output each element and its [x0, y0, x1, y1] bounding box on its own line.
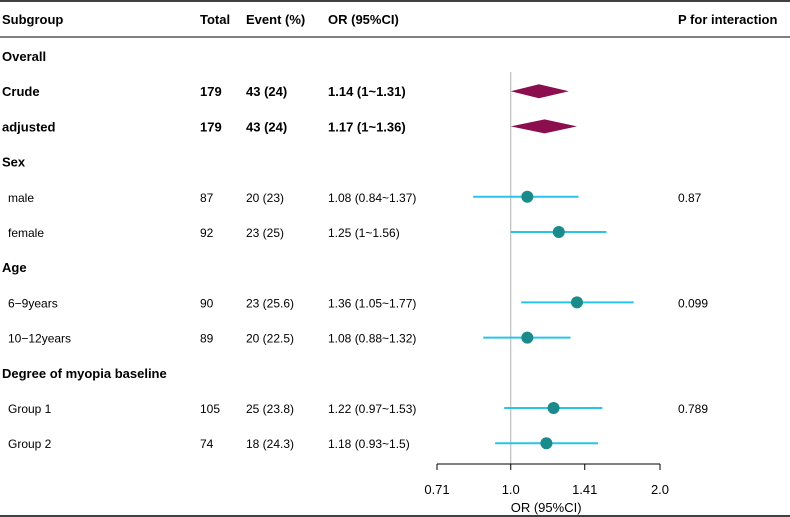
x-tick-label: 2.0 [651, 482, 669, 497]
x-tick-label: 0.71 [424, 482, 449, 497]
row-label: Crude [2, 84, 40, 99]
point-estimate [547, 402, 560, 414]
row-or-ci: 1.36 (1.05~1.77) [328, 296, 416, 310]
row-label: Group 2 [8, 437, 52, 451]
row-event: 20 (23) [246, 191, 284, 205]
row-or-ci: 1.08 (0.88~1.32) [328, 332, 416, 346]
group-header: Age [2, 260, 27, 275]
row-label: female [8, 226, 44, 240]
row-event: 23 (25) [246, 226, 284, 240]
x-axis-title: OR (95%CI) [511, 500, 582, 515]
row-total: 87 [200, 191, 214, 205]
row-total: 92 [200, 226, 214, 240]
col-header-p: P for interaction [678, 12, 778, 27]
col-header-event: Event (%) [246, 12, 305, 27]
row-event: 20 (22.5) [246, 332, 294, 346]
point-estimate [552, 226, 565, 238]
group-header: Overall [2, 49, 46, 64]
row-event: 23 (25.6) [246, 296, 294, 310]
row-label: 6−9years [8, 296, 58, 310]
row-event: 43 (24) [246, 119, 287, 134]
row-or-ci: 1.22 (0.97~1.53) [328, 402, 416, 416]
row-p-interaction: 0.87 [678, 191, 702, 205]
summary-diamond [510, 84, 569, 99]
plot-marks [473, 72, 634, 464]
row-p-interaction: 0.789 [678, 402, 708, 416]
row-total: 74 [200, 437, 214, 451]
col-header-or: OR (95%CI) [328, 12, 399, 27]
row-label: male [8, 191, 34, 205]
x-tick-label: 1.0 [502, 482, 520, 497]
row-total: 89 [200, 332, 214, 346]
row-label: adjusted [2, 119, 56, 134]
col-header-subgroup: Subgroup [2, 12, 63, 27]
point-estimate [540, 437, 553, 450]
row-or-ci: 1.14 (1~1.31) [328, 84, 406, 99]
row-label: Group 1 [8, 402, 52, 416]
row-event: 25 (23.8) [246, 402, 294, 416]
row-total: 179 [200, 119, 222, 134]
row-or-ci: 1.25 (1~1.56) [328, 226, 400, 240]
row-total: 90 [200, 296, 214, 310]
x-axis: 0.71 1.0 1.41 2.0 OR (95%CI) [424, 463, 669, 515]
row-event: 43 (24) [246, 84, 287, 99]
group-header: Sex [2, 155, 26, 170]
row-p-interaction: 0.099 [678, 296, 708, 310]
group-header: Degree of myopia baseline [2, 366, 167, 381]
row-event: 18 (24.3) [246, 437, 294, 451]
row-total: 179 [200, 84, 222, 99]
row-or-ci: 1.08 (0.84~1.37) [328, 191, 416, 205]
point-estimate [521, 190, 534, 203]
col-header-total: Total [200, 12, 230, 27]
point-estimate [570, 296, 583, 309]
row-or-ci: 1.17 (1~1.36) [328, 119, 406, 134]
row-label: 10−12years [8, 332, 71, 346]
table-rows: Overall Crude 179 43 (24) 1.14 (1~1.31) adjus… [2, 49, 708, 451]
row-total: 105 [200, 402, 220, 416]
row-or-ci: 1.18 (0.93~1.5) [328, 437, 410, 451]
summary-diamond [510, 119, 577, 134]
point-estimate [521, 331, 534, 344]
x-tick-label: 1.41 [572, 482, 597, 497]
